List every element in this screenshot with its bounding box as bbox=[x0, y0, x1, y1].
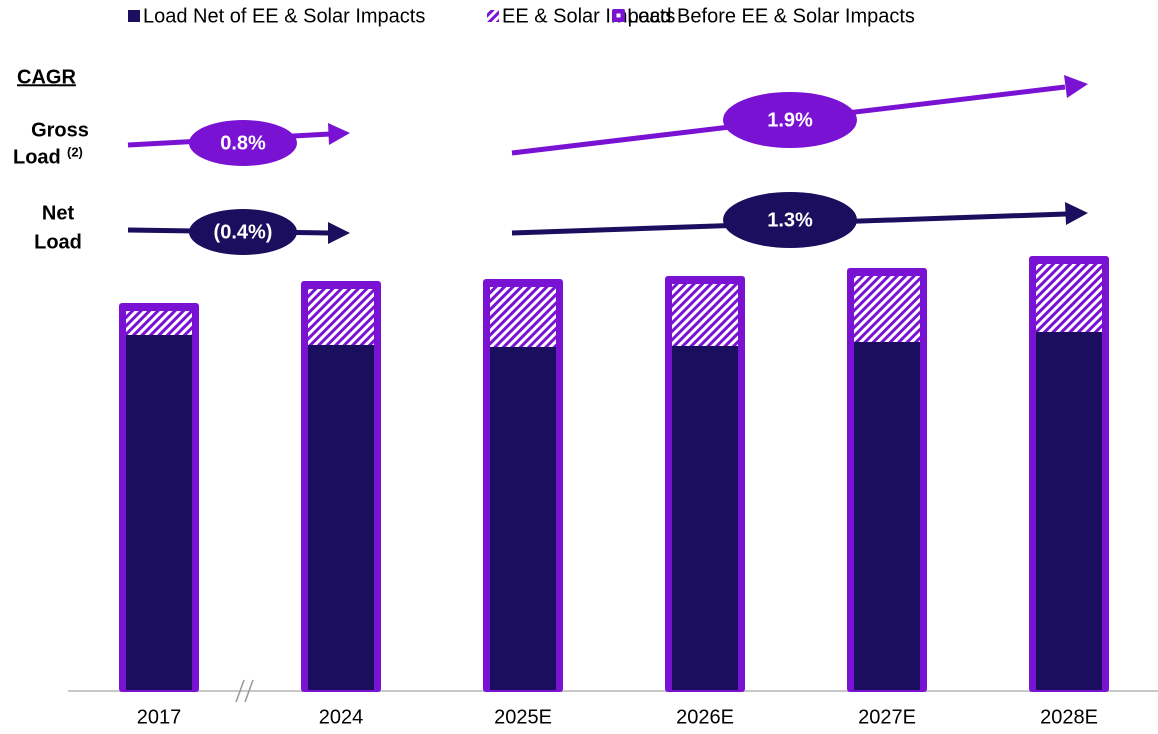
legend: Load Net of EE & Solar Impacts EE & Solar… bbox=[128, 5, 915, 27]
cagr-label: 1.3% bbox=[767, 209, 813, 231]
x-tick-label: 2027E bbox=[858, 706, 916, 728]
legend-swatch bbox=[128, 10, 140, 22]
cagr-label: 0.8% bbox=[220, 132, 266, 154]
cagr-arrows bbox=[127, 75, 1088, 255]
cagr-label: 1.9% bbox=[767, 109, 813, 131]
bar-segment bbox=[126, 335, 192, 690]
bar-segment bbox=[308, 345, 374, 690]
bar-segment bbox=[1036, 264, 1102, 332]
bar-segment bbox=[672, 346, 738, 690]
net-label: Net bbox=[42, 202, 75, 224]
cagr-label: (0.4%) bbox=[214, 221, 273, 243]
x-tick-label: 2024 bbox=[319, 706, 364, 728]
gross-load-label: Load bbox=[13, 146, 61, 168]
legend-label: Load Net of EE & Solar Impacts bbox=[143, 5, 425, 27]
x-tick-label: 2025E bbox=[494, 706, 552, 728]
bar-segment bbox=[490, 347, 556, 690]
axis-break bbox=[235, 679, 254, 703]
footnote: (2) bbox=[67, 144, 83, 159]
bar-segment bbox=[126, 311, 192, 335]
x-tick-label: 2026E bbox=[676, 706, 734, 728]
bar-segment bbox=[854, 342, 920, 690]
cagr-heading: CAGR bbox=[17, 66, 76, 88]
gross-label: Gross bbox=[31, 119, 89, 141]
net-load-label: Load bbox=[34, 231, 82, 253]
x-tick-label: 2017 bbox=[137, 706, 182, 728]
bar-segment bbox=[1036, 332, 1102, 690]
bar-segment bbox=[490, 287, 556, 347]
legend-swatch bbox=[487, 10, 499, 22]
legend-label: EE & Solar Impacts bbox=[502, 5, 675, 27]
x-tick-label: 2028E bbox=[1040, 706, 1098, 728]
bar-segment bbox=[672, 284, 738, 346]
legend-swatch bbox=[616, 13, 621, 18]
legend-label: Load Before EE & Solar Impacts bbox=[627, 5, 915, 27]
bar-segment bbox=[854, 276, 920, 342]
bar-segment bbox=[308, 289, 374, 345]
